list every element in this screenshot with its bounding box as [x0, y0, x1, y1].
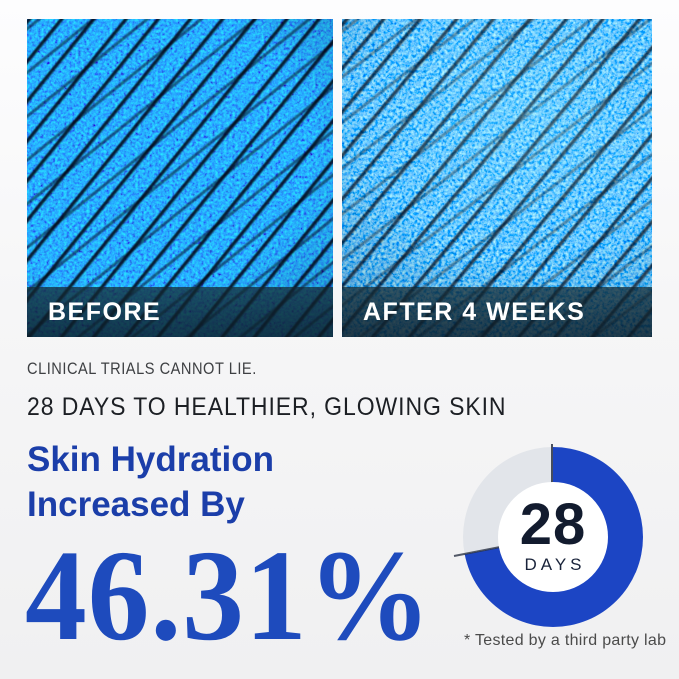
footnote-text: * Tested by a third party lab	[464, 632, 667, 649]
donut-center: 28 DAYS	[498, 482, 608, 592]
stat-title-line2: Increased By	[27, 485, 245, 524]
eyebrow-text: CLINICAL TRIALS CANNOT LIE.	[27, 359, 257, 378]
skin-crease-streaks	[27, 19, 333, 337]
before-photo: BEFORE	[27, 19, 333, 337]
headline-text: 28 DAYS TO HEALTHIER, GLOWING SKIN	[27, 393, 507, 421]
after-label: AFTER 4 WEEKS	[363, 297, 586, 326]
skin-crease-streaks	[342, 19, 652, 337]
photo-vignette	[27, 19, 333, 337]
stat-value: 46.31%	[25, 524, 433, 668]
donut-divider-tick-top	[551, 444, 553, 484]
photo-vignette	[342, 19, 652, 337]
stat-title-line1: Skin Hydration	[27, 440, 274, 479]
stat-title: Skin Hydration Increased By	[27, 437, 274, 527]
donut-chart: 28 DAYS	[453, 444, 643, 627]
donut-center-unit: DAYS	[524, 555, 586, 574]
before-caption-band: BEFORE	[27, 287, 333, 337]
after-caption-band: AFTER 4 WEEKS	[342, 287, 652, 337]
before-label: BEFORE	[48, 297, 162, 326]
after-photo: AFTER 4 WEEKS	[342, 19, 652, 337]
donut-divider-tick-left	[453, 546, 501, 557]
donut-center-value: 28	[519, 492, 587, 557]
